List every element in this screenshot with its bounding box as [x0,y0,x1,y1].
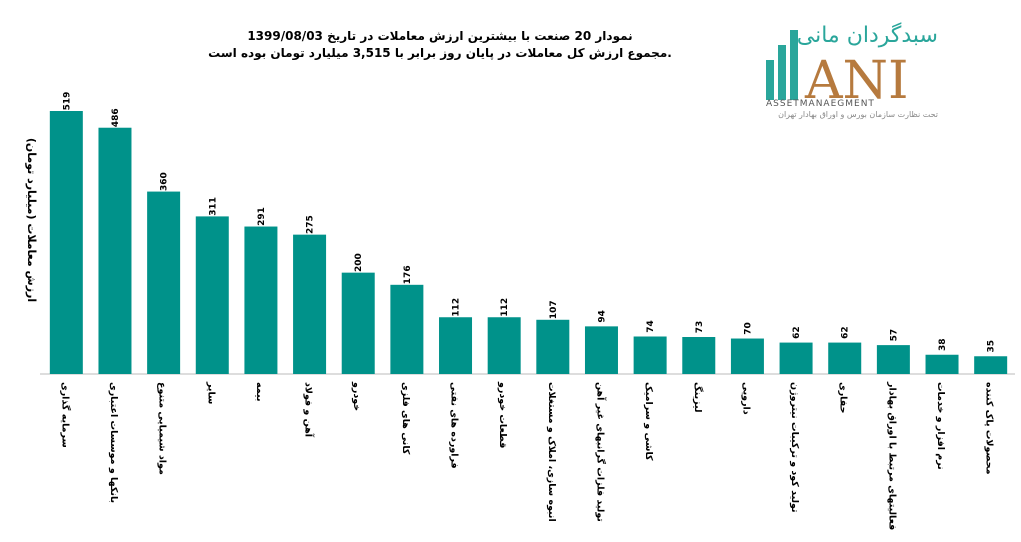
value-label: 62 [841,326,851,339]
logo-bar [790,30,798,100]
value-label: 70 [743,322,753,335]
value-label: 176 [403,265,413,284]
value-label: 486 [111,108,121,127]
bar [244,226,278,374]
x-tick-label: تولید کود و ترکیبات نیتروژن [789,382,800,513]
value-label: 74 [646,320,656,333]
value-label: 275 [306,215,316,234]
logo-mark: ANI [804,51,909,111]
bar [49,111,83,374]
x-tick-label: سایر [205,381,216,404]
value-label: 38 [938,338,948,351]
x-tick-label: آهن و فولاد [303,382,316,438]
value-label: 311 [208,197,218,216]
bar [341,272,375,374]
x-tick-label: کانی های فلزی [400,382,411,455]
bar [147,191,181,374]
logo-name: سبدگردان مانی [797,22,938,48]
bar [876,345,910,374]
value-label: 94 [597,310,607,323]
value-label: 57 [889,329,899,342]
logo: سبدگردان مانی ANI ASSETMANAEGMENT تحت نظ… [766,22,938,119]
value-label: 35 [987,340,997,353]
x-tick-label: محصولات پاک کننده [984,382,995,475]
bar [828,342,862,374]
value-label: 112 [452,298,462,317]
x-tick-label: کاشی و سرامیک [643,382,654,461]
value-label: 291 [257,207,267,226]
bar [195,216,229,374]
logo-note: تحت نظارت سازمان بورس و اوراق بهادار تهر… [778,110,938,119]
bar [536,319,570,374]
bar [439,317,473,374]
x-tick-label: دارویی [740,382,751,415]
x-tick-label: قطعات خودرو [497,381,508,448]
x-tick-label: انبوه سازی، املاک و مستغلات [546,382,557,522]
x-tick-label: نرم افزار و خدمات [935,382,946,470]
bar [98,127,132,375]
bar [390,284,424,374]
bar [293,234,327,374]
value-label: 360 [160,172,170,191]
bar [925,354,959,374]
value-label: 112 [500,298,510,317]
bar [682,337,716,374]
chart-title: نمودار 20 صنعت با بیشترین ارزش معاملات د… [247,29,632,44]
logo-bar [778,45,786,100]
x-tick-label: بیمه [254,382,265,402]
logo-bar [766,60,774,100]
bar [974,356,1008,374]
bar [730,338,764,374]
bar [487,317,521,374]
value-label: 519 [62,92,72,111]
x-tick-label: تولید فلزات گرانبهای غیر آهن [594,382,607,522]
value-label: 62 [792,326,802,339]
x-tick-label: لیزینگ [692,382,704,413]
y-axis-label: ارزش معاملات (میلیارد تومان) [25,138,38,302]
x-tick-label: خودرو [351,381,362,411]
x-tick-label: فراورده های نفتی [449,382,460,469]
x-tick-label: فعالیتهای مرتبط با اوراق بهادار [886,381,897,530]
x-tick-label: حفاری [838,382,849,413]
chart-subtitle: مجموع ارزش کل معاملات در پایان روز برابر… [208,46,672,61]
bar [779,342,813,374]
value-label: 200 [354,253,364,272]
bar [584,326,618,374]
x-tick-label: سرمایه گذاری [59,382,71,448]
value-label: 73 [695,321,705,334]
x-tick-label: مواد شیمیایی متنوع [157,382,168,475]
value-label: 107 [549,300,559,319]
x-tick-label: بانکها و موسسات اعتباری [108,382,119,503]
bar [633,336,667,374]
logo-english: ASSETMANAEGMENT [766,99,875,109]
